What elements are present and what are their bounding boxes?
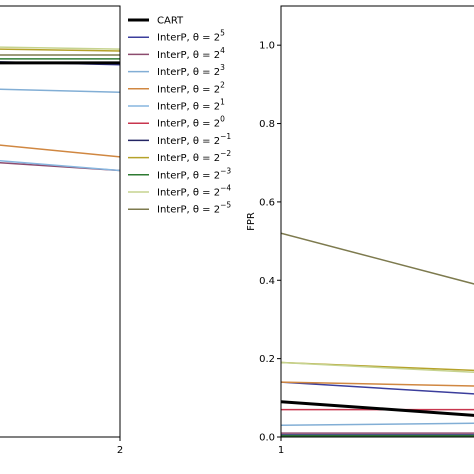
right-plot-lines	[281, 232, 474, 437]
right-ytick-label-0: 0.0	[259, 433, 275, 444]
legend-label-10: InterP, θ = 2−4	[157, 184, 231, 199]
legend-label-4: InterP, θ = 22	[157, 80, 225, 95]
legend-label-exponent-7: −1	[220, 132, 231, 141]
left-xtick-label-0: 2	[117, 445, 123, 456]
legend-label-exponent-11: −5	[220, 201, 231, 210]
right-xtick-label-0: 1	[278, 445, 284, 456]
legend-label-exponent-1: 5	[220, 29, 225, 38]
right-series-line-1	[281, 381, 474, 395]
right-ytick-label-1: 0.2	[259, 354, 275, 365]
right-series-line-4	[281, 381, 474, 387]
legend-label-exponent-3: 3	[220, 63, 225, 72]
right-y-axis-label: FPR	[246, 212, 257, 231]
right-series-line-3	[281, 422, 474, 426]
left-plot-lines	[0, 46, 120, 172]
legend-label-5: InterP, θ = 21	[157, 98, 225, 113]
legend-label-exponent-5: 1	[220, 98, 225, 107]
right-axes-frame	[280, 5, 474, 438]
legend-label-7: InterP, θ = 2−1	[157, 132, 231, 147]
right-ytick-label-2: 0.4	[259, 276, 275, 287]
legend-label-exponent-10: −4	[220, 184, 231, 193]
left-series-line-10	[0, 46, 120, 50]
right-ytick-label-4: 0.8	[259, 119, 275, 130]
left-series-line-5	[0, 160, 120, 172]
legend-label-0: CART	[157, 16, 184, 27]
left-series-line-3	[0, 88, 120, 93]
legend-label-exponent-9: −3	[220, 166, 231, 175]
legend: CART InterP, θ = 25 InterP, θ = 24 InterP, …	[128, 16, 231, 216]
legend-label-1: InterP, θ = 25	[157, 29, 225, 44]
right-ytick-label-5: 1.0	[259, 41, 275, 52]
legend-label-6: InterP, θ = 20	[157, 115, 225, 130]
legend-label-8: InterP, θ = 2−2	[157, 149, 231, 164]
left-series-line-4	[0, 144, 120, 158]
right-series-line-0	[281, 400, 474, 417]
right-series-line-10	[281, 361, 474, 374]
legend-label-exponent-2: 4	[220, 46, 225, 55]
right-series-line-11	[281, 232, 474, 285]
legend-label-9: InterP, θ = 2−3	[157, 166, 231, 181]
left-series-line-8	[0, 48, 120, 52]
legend-label-exponent-4: 2	[220, 80, 225, 89]
legend-label-exponent-8: −2	[220, 149, 231, 158]
left-axes-frame	[0, 5, 121, 438]
legend-label-exponent-6: 0	[220, 115, 225, 124]
legend-label-3: InterP, θ = 23	[157, 63, 225, 78]
legend-label-2: InterP, θ = 24	[157, 46, 225, 61]
right-ytick-label-3: 0.6	[259, 197, 275, 208]
legend-label-11: InterP, θ = 2−5	[157, 201, 231, 216]
